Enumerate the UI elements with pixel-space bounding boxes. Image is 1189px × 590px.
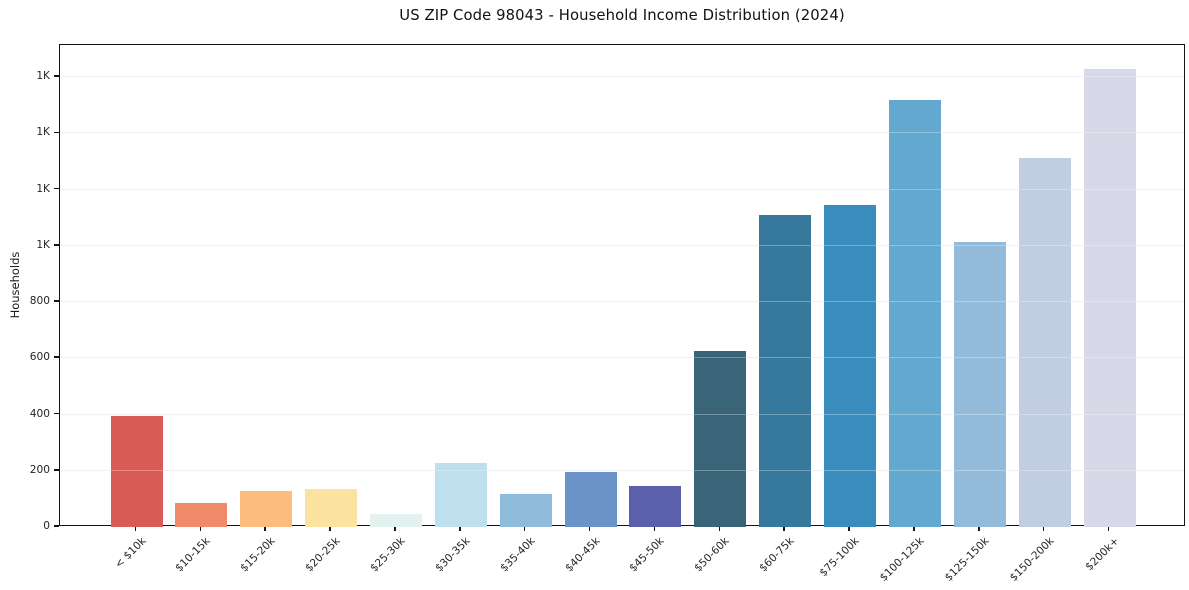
y-tick-label: 600 — [29, 351, 50, 364]
y-tick-mark — [54, 525, 59, 527]
y-axis-label: Households — [8, 251, 22, 319]
bar-150-200k — [1018, 158, 1071, 527]
x-tick-mark — [1042, 526, 1045, 531]
gridline — [60, 413, 1184, 415]
bar-25-30k — [369, 514, 422, 527]
x-tick-label: $60-75k — [757, 535, 797, 575]
y-tick-mark — [54, 300, 59, 302]
bar-10-15k — [175, 503, 228, 527]
x-tick-label: $15-20k — [238, 535, 278, 575]
x-tick-label: $20-25k — [303, 535, 343, 575]
gridline-overlay — [60, 413, 1184, 415]
gridline — [60, 132, 1184, 134]
x-tick-label: $75-100k — [817, 535, 862, 580]
bar-15-20k — [240, 491, 293, 527]
y-tick-label: 1K — [36, 238, 50, 251]
y-tick-label: 400 — [29, 407, 50, 420]
gridline — [60, 188, 1184, 190]
gridline-overlay — [60, 76, 1184, 78]
bar-125-150k — [953, 241, 1006, 527]
bar-35-40k — [499, 494, 552, 527]
bar-75-100k — [824, 205, 877, 527]
gridline — [60, 357, 1184, 359]
y-tick-mark — [54, 187, 59, 190]
x-tick-label: $50-60k — [692, 535, 732, 575]
gridline-overlay — [60, 357, 1184, 359]
gridline — [60, 76, 1184, 78]
x-tick-mark — [718, 526, 721, 531]
x-tick-label: $30-35k — [432, 535, 473, 575]
bar-30-35k — [434, 463, 487, 527]
y-tick-mark — [54, 356, 59, 359]
gridline-overlay — [60, 469, 1184, 471]
y-tick-mark — [54, 468, 59, 471]
x-tick-mark — [848, 526, 850, 531]
y-tick-label: 1K — [36, 70, 50, 83]
x-tick-mark — [134, 526, 137, 531]
y-tick-label: 0 — [43, 520, 50, 532]
y-tick-mark — [54, 131, 59, 134]
gridline — [60, 301, 1184, 303]
x-tick-label: $150-200k — [1007, 535, 1057, 584]
y-tick-label: 1K — [36, 182, 50, 195]
y-tick-mark — [54, 243, 59, 246]
x-tick-mark — [783, 526, 785, 531]
x-tick-label: $125-150k — [942, 535, 992, 584]
x-tick-label: $45-50k — [627, 535, 667, 575]
gridline-overlay — [60, 301, 1184, 303]
y-tick-label: 1K — [36, 126, 50, 139]
bar-100-125k — [888, 100, 941, 527]
bar-10k — [110, 415, 163, 527]
x-tick-mark — [913, 526, 915, 531]
gridline-overlay — [60, 188, 1184, 190]
x-tick-mark — [977, 526, 980, 531]
gridline-overlay — [60, 132, 1184, 134]
x-tick-mark — [653, 526, 656, 531]
bar-40-45k — [564, 471, 617, 527]
gridline-overlay — [60, 244, 1184, 246]
x-tick-mark — [588, 526, 591, 531]
x-tick-mark — [1107, 526, 1110, 531]
chart-title: US ZIP Code 98043 - Household Income Dis… — [399, 7, 845, 24]
y-tick-mark — [54, 75, 59, 77]
x-tick-mark — [329, 526, 331, 531]
x-tick-label: $25-30k — [368, 535, 408, 575]
x-tick-label: $40-45k — [562, 535, 603, 575]
bar-20-25k — [305, 488, 358, 527]
bar-200k — [1083, 68, 1136, 527]
plot-area — [59, 44, 1185, 527]
y-tick-label: 200 — [29, 463, 50, 476]
x-tick-mark — [523, 526, 526, 531]
gridline — [60, 244, 1184, 246]
bar-50-60k — [694, 351, 747, 527]
x-tick-label: $200k+ — [1082, 535, 1121, 574]
x-tick-mark — [459, 526, 461, 531]
x-tick-mark — [394, 526, 396, 531]
x-tick-mark — [264, 526, 267, 531]
x-tick-mark — [199, 526, 202, 531]
x-tick-label: < $10k — [112, 535, 148, 571]
gridline — [60, 469, 1184, 471]
y-tick-mark — [54, 412, 59, 415]
bar-60-75k — [759, 215, 812, 527]
x-tick-label: $100-125k — [877, 535, 927, 584]
x-tick-label: $35-40k — [497, 535, 538, 575]
x-tick-label: $10-15k — [173, 535, 213, 575]
bar-45-50k — [629, 485, 682, 527]
y-tick-label: 800 — [29, 295, 50, 308]
